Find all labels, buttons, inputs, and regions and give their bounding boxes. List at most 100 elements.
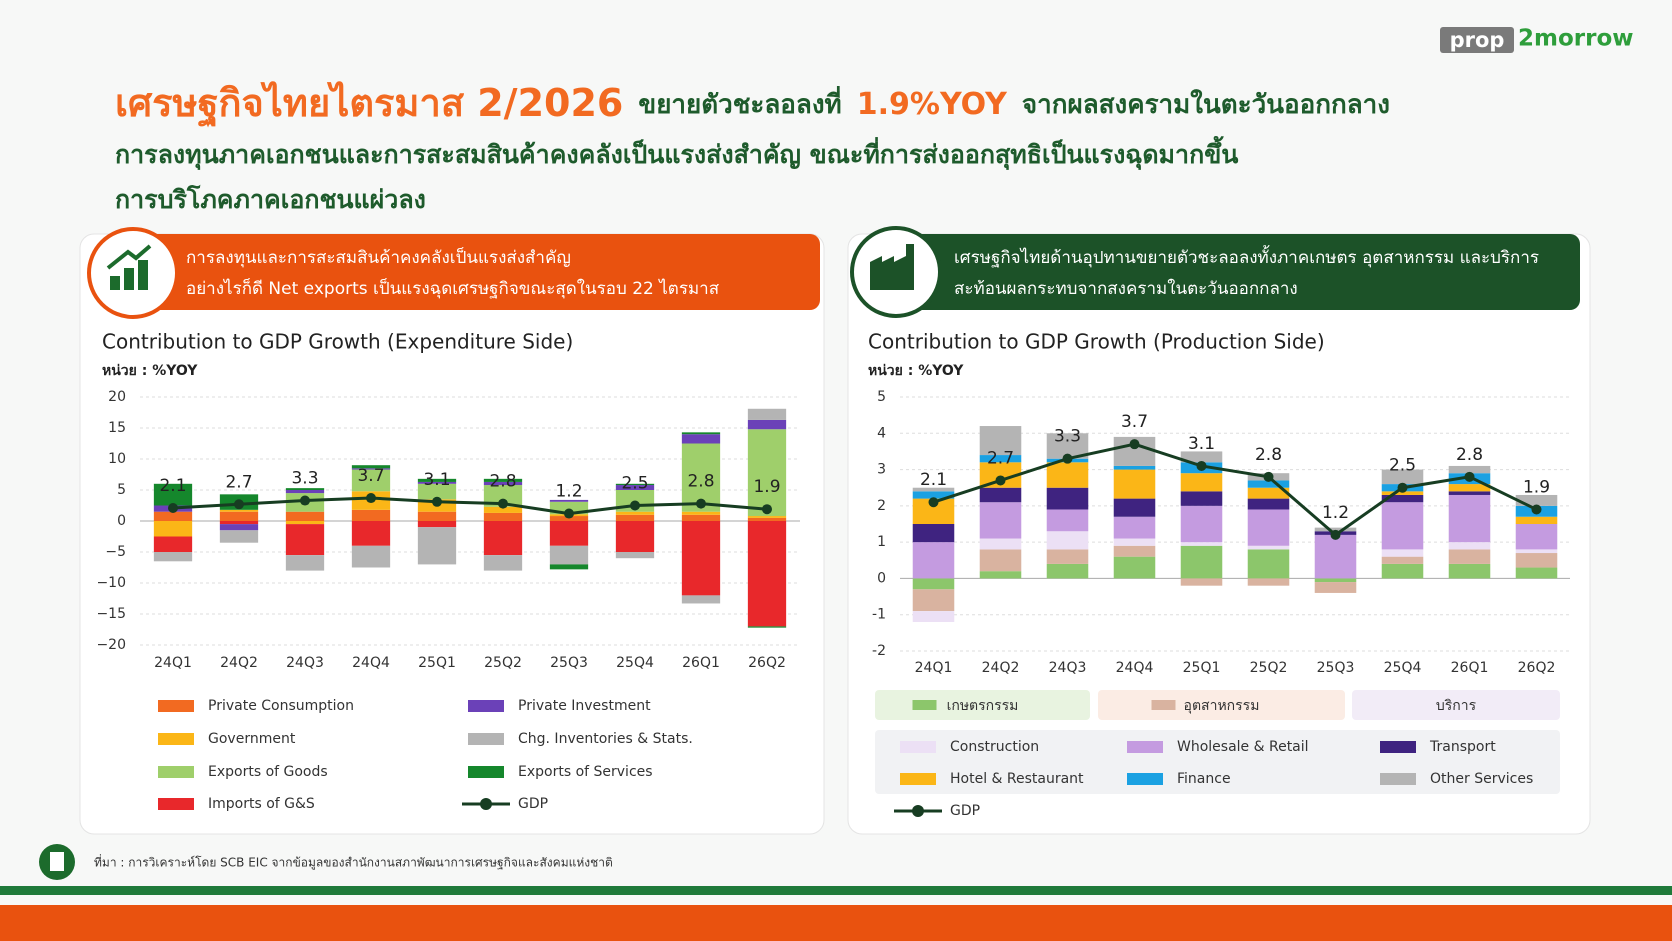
legend-swatch xyxy=(158,798,194,810)
bar-segment xyxy=(747,429,787,517)
y-tick-label: 3 xyxy=(877,462,886,478)
bar-segment xyxy=(351,468,391,470)
gdp-point xyxy=(234,499,244,510)
bar-segment xyxy=(219,524,259,531)
bar-segment xyxy=(1046,487,1089,510)
value-label: 2.8 xyxy=(1456,445,1483,465)
logo-box xyxy=(1440,27,1514,53)
bar-segment xyxy=(549,499,589,502)
legend-swatch xyxy=(1380,741,1416,753)
bar-segment xyxy=(1247,480,1290,488)
legend-label: Construction xyxy=(950,739,1039,755)
bar-segment xyxy=(351,509,391,521)
headline-part: เศรษฐกิจไทยไตรมาส 2/2026 xyxy=(115,81,623,128)
bar-segment xyxy=(153,521,193,537)
bar-segment xyxy=(681,595,721,604)
bar-segment xyxy=(1180,542,1223,546)
y-tick-label: 0 xyxy=(117,513,126,529)
bar-segment xyxy=(417,527,457,565)
bar-segment xyxy=(615,485,655,490)
gdp-point xyxy=(432,496,442,507)
bar-segment xyxy=(681,514,721,521)
value-label: 2.1 xyxy=(920,470,947,490)
legend-group-box xyxy=(875,690,1090,720)
legend-swatch xyxy=(158,700,194,712)
bar-segment xyxy=(1046,563,1089,579)
gdp-point xyxy=(1397,482,1408,493)
bar-segment xyxy=(1113,465,1156,470)
bar-segment xyxy=(351,465,391,469)
bar-segment xyxy=(1046,509,1089,532)
footer-line xyxy=(0,886,1672,895)
bar-segment xyxy=(912,487,955,492)
bar-segment xyxy=(285,521,325,525)
bar-segment xyxy=(1381,549,1424,557)
bar-segment xyxy=(483,485,523,507)
bar-segment xyxy=(483,506,523,513)
x-tick-label: 25Q2 xyxy=(484,655,522,671)
bar-segment xyxy=(153,536,193,552)
y-tick-label: -1 xyxy=(872,607,886,623)
gdp-point xyxy=(928,497,939,508)
gdp-point xyxy=(696,498,706,509)
bar-segment xyxy=(979,549,1022,572)
legend-swatch xyxy=(468,700,504,712)
bar-segment xyxy=(747,626,787,628)
bar-segment xyxy=(285,555,325,571)
x-tick-label: 26Q1 xyxy=(1451,660,1489,676)
bar-segment xyxy=(1381,494,1424,503)
source-icon-doc xyxy=(50,852,64,871)
bar-segment xyxy=(1180,545,1223,579)
headline-part: จากผลสงครามในตะวันออกกลาง xyxy=(1022,89,1390,120)
headline-line: การบริโภคภาคเอกชนแผ่วลง xyxy=(115,184,426,214)
legend-label: GDP xyxy=(950,803,980,819)
value-label: 1.2 xyxy=(1322,503,1349,523)
value-label: 1.9 xyxy=(753,477,780,497)
bar-segment xyxy=(912,578,955,590)
bar-segment xyxy=(1381,491,1424,495)
value-label: 2.7 xyxy=(987,448,1014,468)
chart-title: Contribution to GDP Growth (Expenditure … xyxy=(102,330,573,354)
bar-segment xyxy=(549,521,589,546)
gdp-point xyxy=(1196,460,1207,471)
bar-segment xyxy=(1448,494,1491,543)
bar-segment xyxy=(681,511,721,515)
legend-label: GDP xyxy=(518,796,548,812)
bar-segment xyxy=(1381,469,1424,485)
bar-segment xyxy=(483,521,523,556)
bar-segment xyxy=(1448,491,1491,495)
y-tick-label: −10 xyxy=(96,575,126,591)
legend-marker xyxy=(480,798,492,810)
bar-segment xyxy=(1515,494,1558,506)
y-tick-label: 5 xyxy=(117,482,126,498)
bar-segment xyxy=(1247,487,1290,499)
bar-segment xyxy=(1113,556,1156,579)
value-label: 2.8 xyxy=(1255,445,1282,465)
bar-segment xyxy=(615,521,655,552)
y-tick-label: 2 xyxy=(877,498,886,514)
value-label: 1.9 xyxy=(1523,477,1550,497)
bar-segment xyxy=(1113,545,1156,557)
bar-segment xyxy=(681,521,721,596)
value-label: 3.7 xyxy=(357,466,384,486)
x-tick-label: 26Q1 xyxy=(682,655,720,671)
bar-segment xyxy=(1247,545,1290,550)
legend-label: Exports of Goods xyxy=(208,764,328,780)
legend-group: เกษตรกรรม xyxy=(947,698,1019,714)
bar-segment xyxy=(1113,498,1156,517)
legend-label: Hotel & Restaurant xyxy=(950,771,1084,787)
bar-segment xyxy=(1515,516,1558,524)
x-tick-label: 24Q2 xyxy=(220,655,258,671)
legend-label: Private Consumption xyxy=(208,698,354,714)
banner-text: เศรษฐกิจไทยด้านอุปทานขยายตัวชะลอลงทั้งภา… xyxy=(954,245,1539,268)
gdp-point xyxy=(995,475,1006,486)
bar-segment xyxy=(912,589,955,612)
bar-segment xyxy=(417,521,457,528)
bar-segment xyxy=(1247,509,1290,546)
bar-segment xyxy=(153,511,193,521)
legend-swatch xyxy=(1127,773,1163,785)
value-label: 3.3 xyxy=(1054,427,1081,447)
bar-segment xyxy=(1046,549,1089,564)
banner-text: สะท้อนผลกระทบจากสงครามในตะวันออกกลาง xyxy=(954,278,1298,299)
growth-icon xyxy=(106,244,152,290)
